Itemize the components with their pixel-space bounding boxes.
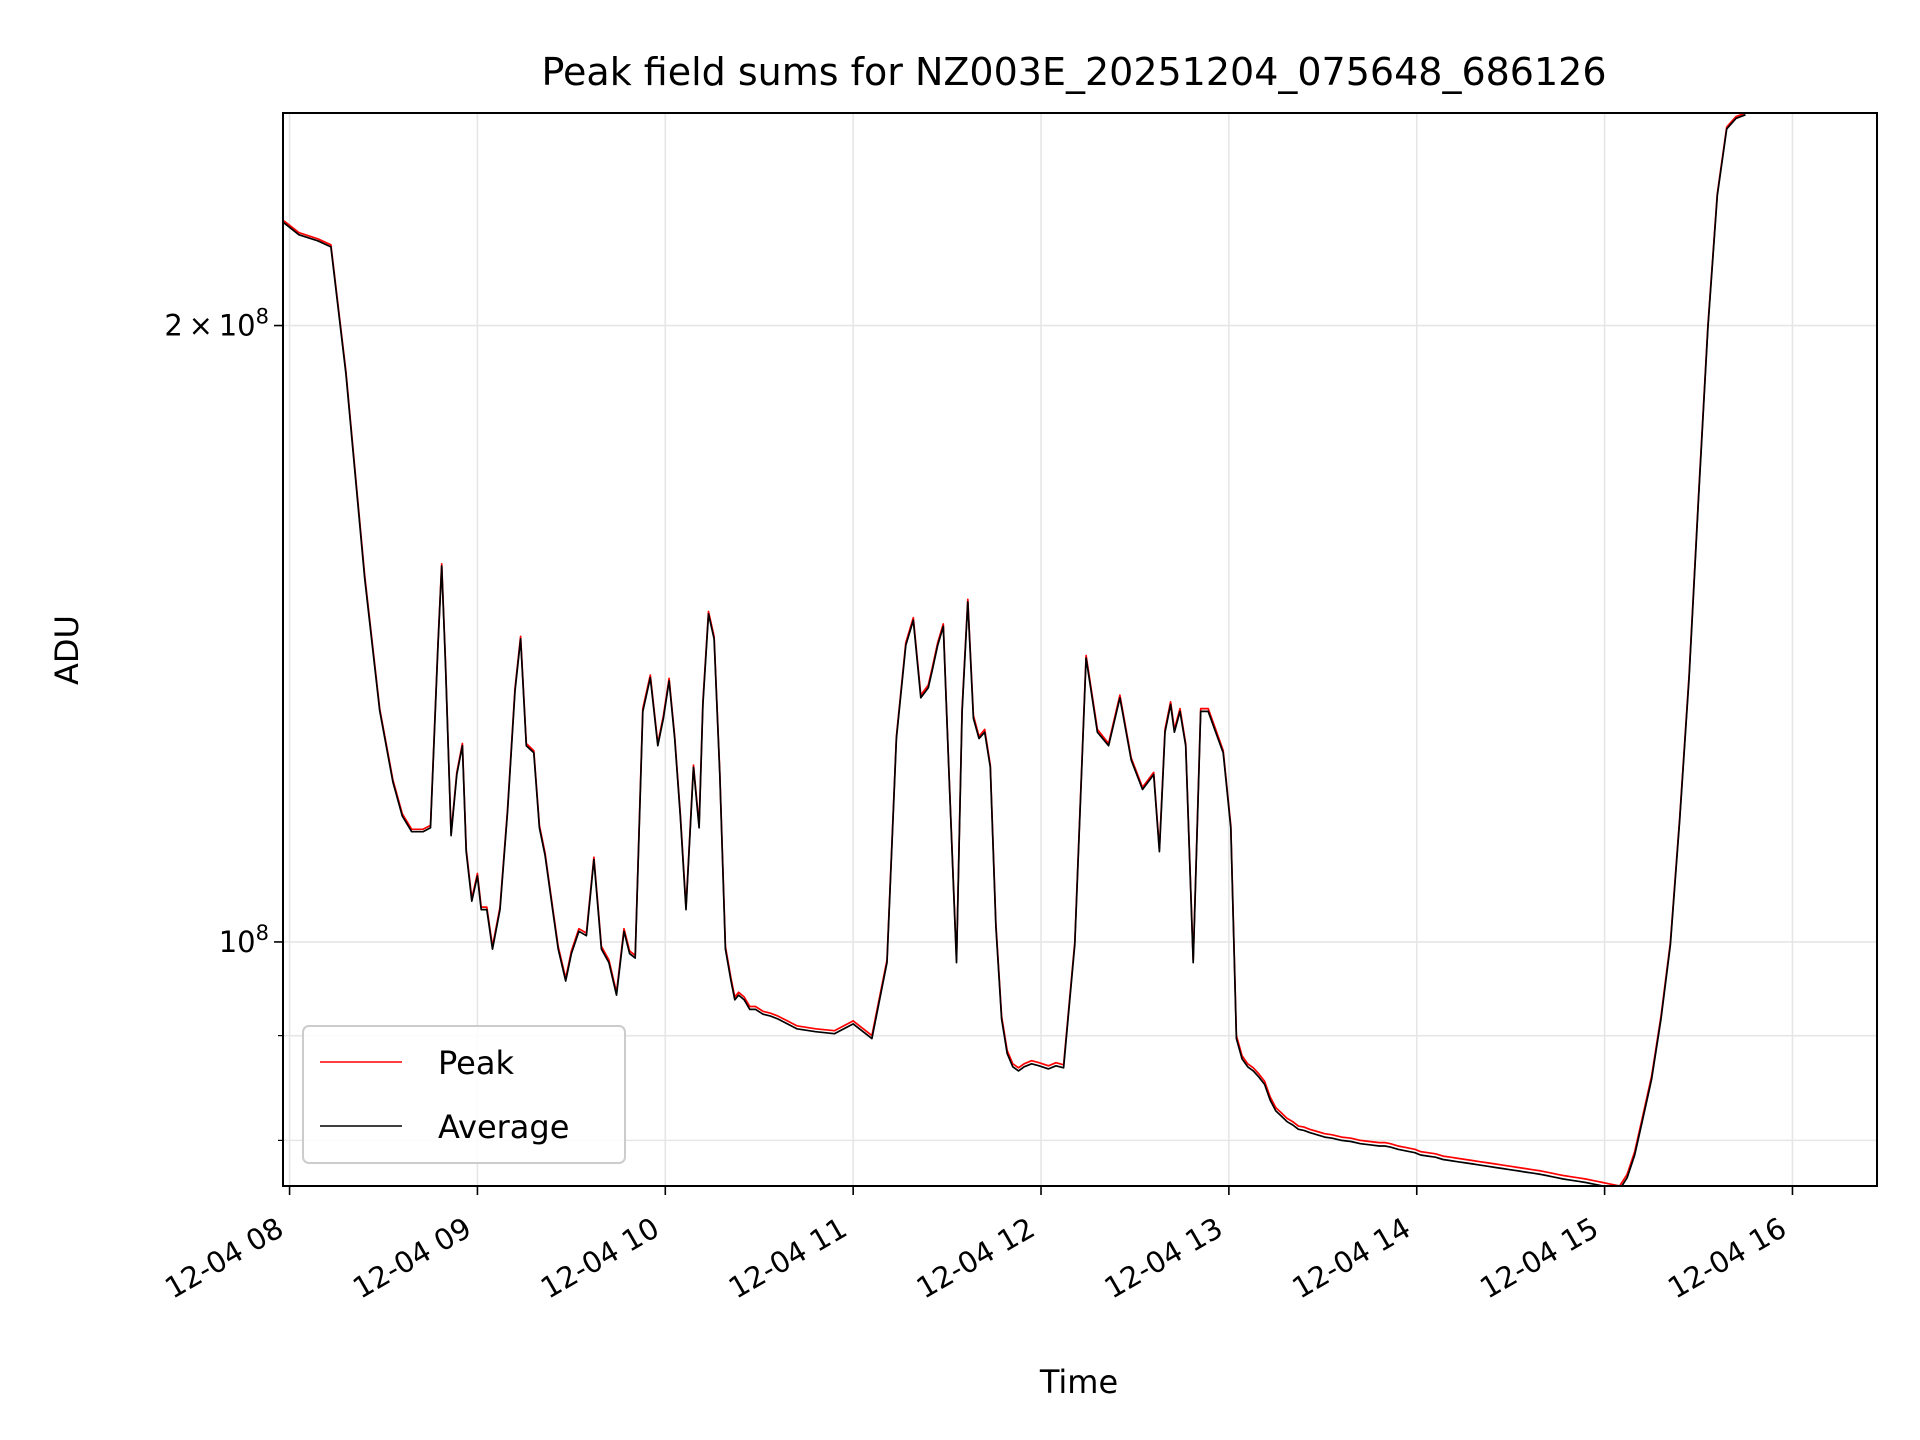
y-tick-label: 108 [219, 921, 269, 959]
series-line-average [283, 114, 1746, 1186]
legend: Peak Average [302, 1025, 626, 1164]
legend-box [302, 1025, 626, 1164]
legend-label-average: Average [438, 1108, 569, 1146]
y-tick-label: 2 × 108 [164, 305, 269, 343]
chart-title: Peak field sums for NZ003E_20251204_0756… [541, 50, 1606, 94]
plot-frame [282, 112, 1878, 1187]
y-axis-title: ADU [48, 615, 86, 685]
x-axis-title: Time [1039, 1363, 1118, 1401]
legend-label-peak: Peak [438, 1044, 514, 1082]
series-lines [283, 113, 1746, 1186]
